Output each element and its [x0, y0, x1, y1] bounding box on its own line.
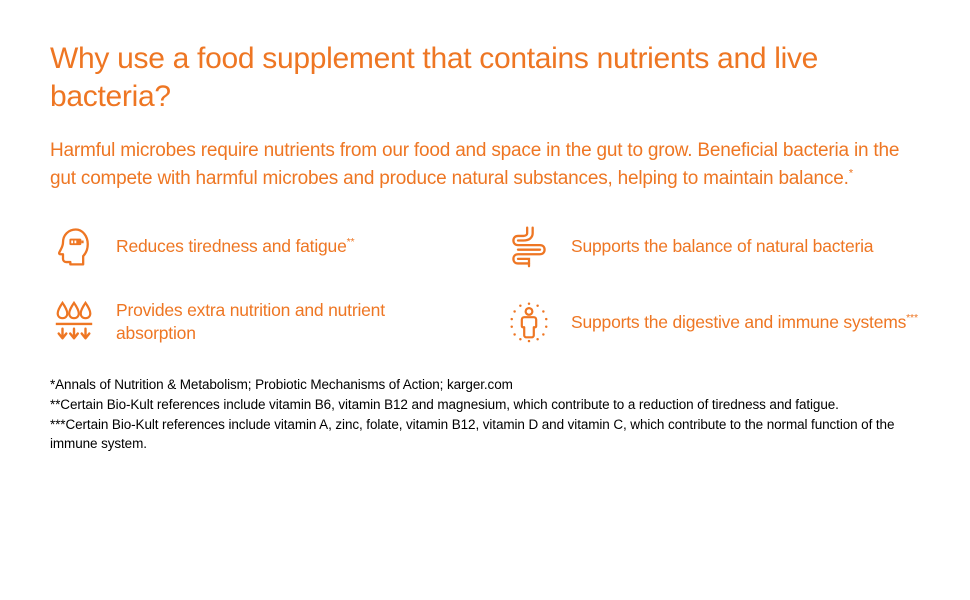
benefit-label: Supports the digestive and immune system… [571, 311, 918, 334]
intro-paragraph: Harmful microbes require nutrients from … [50, 137, 920, 192]
body-dots-icon [505, 298, 553, 346]
benefit-text-span: Provides extra nutrition and nutrient ab… [116, 300, 385, 343]
intestine-icon [505, 222, 553, 270]
head-battery-icon [50, 222, 98, 270]
footnote-line: ***Certain Bio-Kult references include v… [50, 416, 920, 454]
footnotes-block: *Annals of Nutrition & Metabolism; Probi… [50, 376, 920, 454]
benefit-text-span: Supports the digestive and immune system… [571, 312, 906, 332]
benefit-label: Reduces tiredness and fatigue** [116, 235, 354, 258]
benefit-item: Supports the balance of natural bacteria [505, 222, 920, 270]
benefit-item: Supports the digestive and immune system… [505, 298, 920, 346]
intro-footnote-marker: * [849, 167, 853, 179]
benefits-grid: Reduces tiredness and fatigue** Supports… [50, 222, 920, 346]
drops-arrows-icon [50, 298, 98, 346]
benefit-label: Provides extra nutrition and nutrient ab… [116, 299, 465, 345]
footnote-line: *Annals of Nutrition & Metabolism; Probi… [50, 376, 920, 395]
benefit-label: Supports the balance of natural bacteria [571, 235, 873, 258]
benefit-sup: ** [347, 236, 355, 248]
benefit-item: Provides extra nutrition and nutrient ab… [50, 298, 465, 346]
intro-text: Harmful microbes require nutrients from … [50, 140, 899, 189]
benefit-sup: *** [906, 312, 918, 324]
benefit-text-span: Reduces tiredness and fatigue [116, 236, 347, 256]
benefit-text-span: Supports the balance of natural bacteria [571, 236, 873, 256]
benefit-item: Reduces tiredness and fatigue** [50, 222, 465, 270]
footnote-line: **Certain Bio-Kult references include vi… [50, 396, 920, 415]
page-heading: Why use a food supplement that contains … [50, 40, 920, 115]
